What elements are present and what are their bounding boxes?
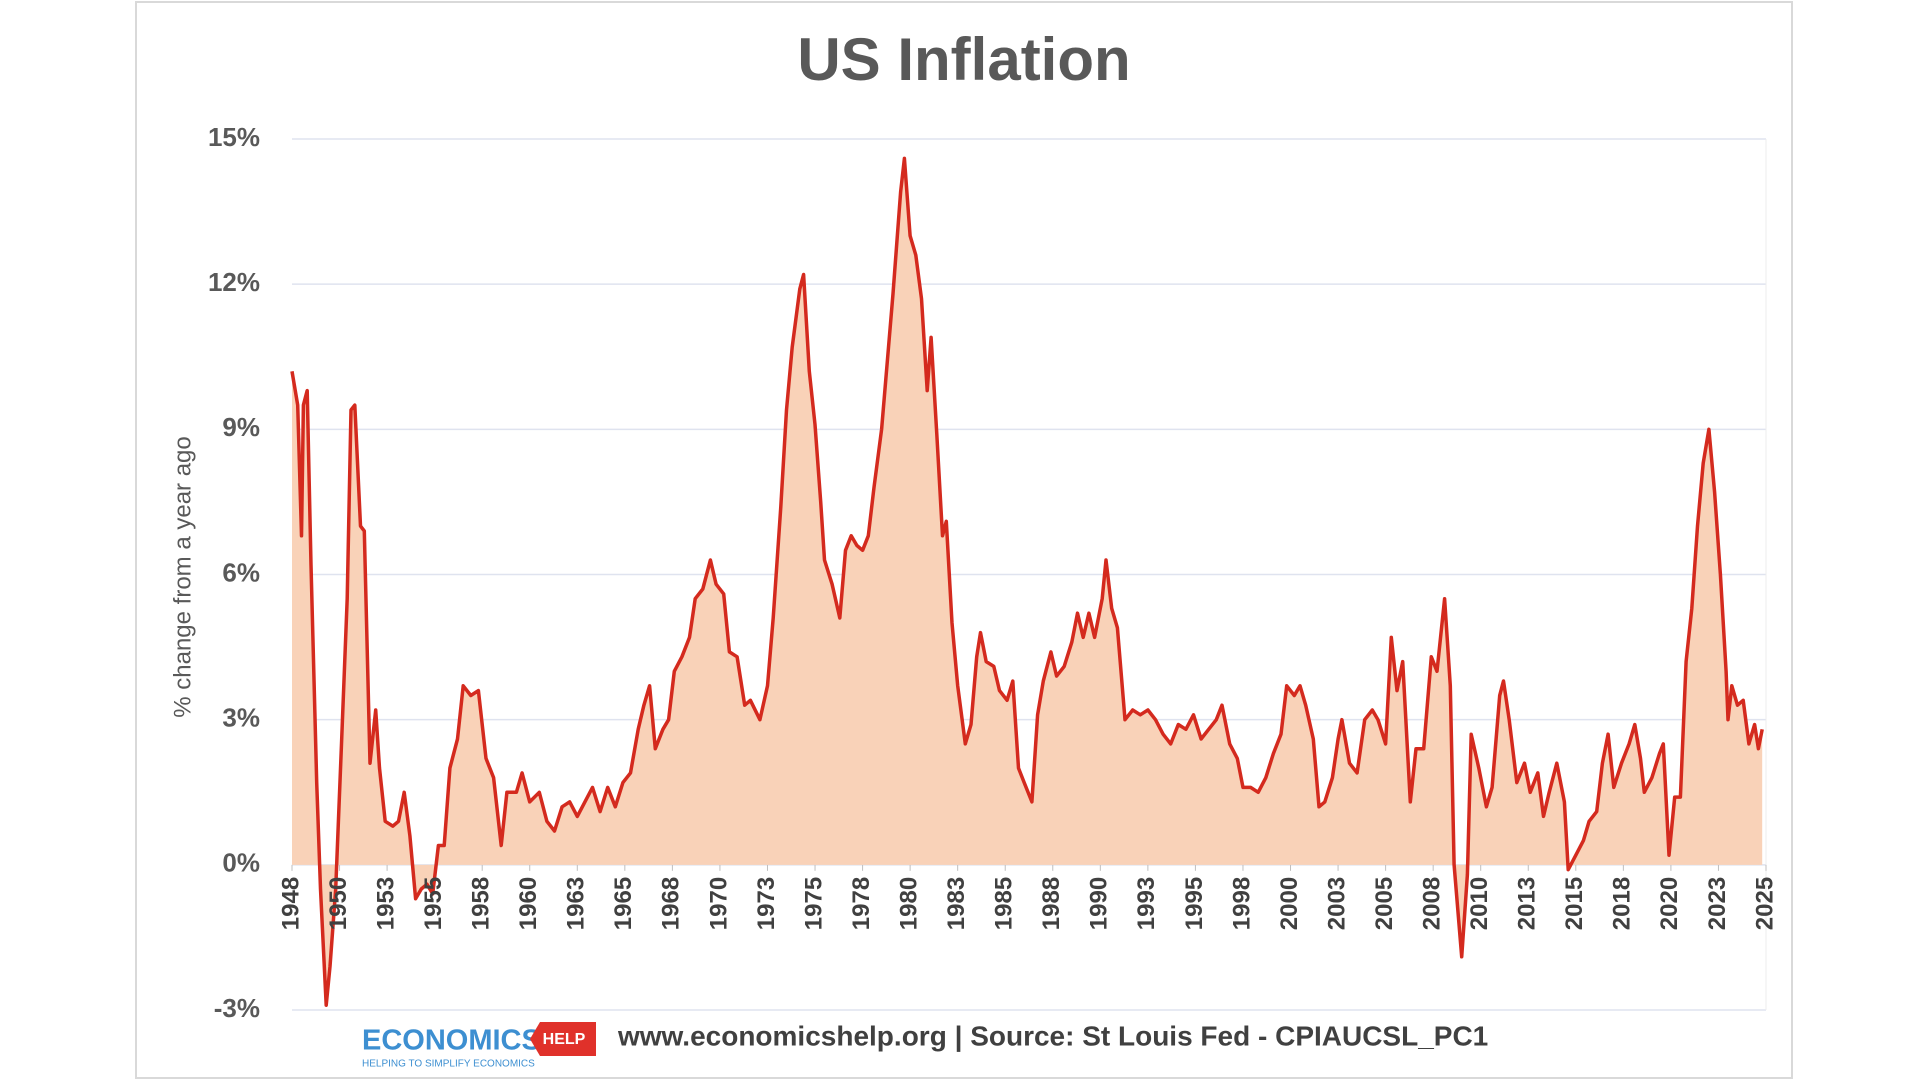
area-fill (292, 158, 1763, 1006)
x-tick-label: 1995 (1181, 877, 1208, 930)
y-tick-label: 15% (208, 122, 260, 152)
logo-badge-shape (530, 1022, 596, 1056)
x-tick-label: 2003 (1323, 877, 1350, 930)
chart-frame (135, 1, 1793, 1079)
x-tick-label: 2010 (1466, 877, 1493, 930)
source-note: www.economicshelp.org | Source: St Louis… (617, 1020, 1488, 1051)
x-tick-label: 2020 (1656, 877, 1683, 930)
logo-name: ECONOMICS (362, 1025, 541, 1057)
x-tick-label: 1990 (1086, 877, 1113, 930)
y-tick-label: 9% (222, 412, 260, 442)
x-tick-label: 1968 (658, 877, 685, 930)
x-tick-label: 1965 (610, 877, 637, 930)
y-axis-title: % change from a year ago (169, 436, 196, 718)
x-tick-label: 2018 (1609, 877, 1636, 930)
logo: ECONOMICS HELP HELPING TO SIMPLIFY ECONO… (362, 1022, 596, 1070)
x-tick-label: 1960 (515, 877, 542, 930)
y-tick-label: 0% (222, 848, 260, 878)
y-tick-label: -3% (214, 993, 260, 1023)
x-tick-label: 1983 (943, 877, 970, 930)
x-tick-label: 2000 (1276, 877, 1303, 930)
x-tick-label: 2013 (1514, 877, 1541, 930)
x-tick-label: 2008 (1419, 877, 1446, 930)
marks (290, 156, 1764, 1007)
x-tick-label: 1970 (705, 877, 732, 930)
x-tick-label: 2025 (1751, 877, 1778, 930)
x-tick-label: 1985 (991, 877, 1018, 930)
x-tick-label: 1975 (800, 877, 827, 930)
y-tick-label: 12% (208, 267, 260, 297)
x-tick-label: 1980 (895, 877, 922, 930)
x-tick-label: 2023 (1704, 877, 1731, 930)
x-tick-label: 1955 (420, 877, 447, 930)
x-tick-label: 1973 (753, 877, 780, 930)
x-tick-label: 1963 (563, 877, 590, 930)
x-tick-label: 1993 (1133, 877, 1160, 930)
y-tick-label: 3% (222, 703, 260, 733)
logo-tagline: HELPING TO SIMPLIFY ECONOMICS (362, 1059, 535, 1070)
x-tick-label: 1958 (468, 877, 495, 930)
logo-badge: HELP (543, 1031, 586, 1048)
x-tick-label: 1998 (1228, 877, 1255, 930)
y-tick-label: 6% (222, 557, 260, 587)
chart-title: US Inflation (797, 26, 1130, 93)
x-tick-label: 1953 (372, 877, 399, 930)
tick-labels: -3% 0% 3% 6% 9% 12% 15% 1948 1950 1953 1955 1958 196… (208, 122, 1778, 1023)
x-tick-label: 1988 (1038, 877, 1065, 930)
x-tick-label: 2005 (1371, 877, 1398, 930)
line (290, 156, 1764, 1007)
x-tick-label: 1950 (325, 877, 352, 930)
x-tick-label: 2015 (1561, 877, 1588, 930)
x-tick-label: 1948 (277, 877, 304, 930)
x-tick-label: 1978 (848, 877, 875, 930)
